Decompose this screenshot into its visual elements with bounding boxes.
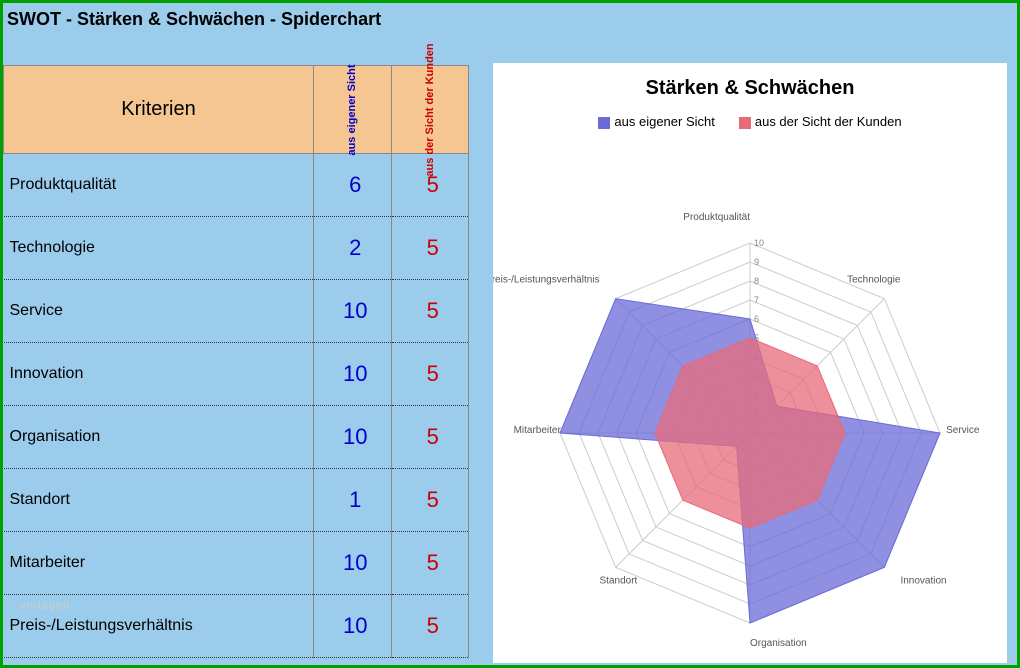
- row-cust-value: 5: [391, 406, 469, 469]
- radar-axis-label: Mitarbeiter: [514, 425, 562, 436]
- col-header-own: aus eigener Sicht: [314, 66, 392, 154]
- radar-ring-label: 9: [754, 257, 759, 267]
- table-row: Produktqualität65: [4, 154, 469, 217]
- content-row: Kriterien aus eigener Sicht aus der Sich…: [3, 39, 1017, 665]
- legend-swatch: [598, 117, 610, 129]
- row-label: Innovation: [4, 343, 314, 406]
- radar-axis-label: Produktqualität: [683, 212, 750, 223]
- radar-axis-label: Standort: [600, 575, 638, 586]
- row-label: Organisation: [4, 406, 314, 469]
- row-label: Produktqualität: [4, 154, 314, 217]
- chart-box: Stärken & Schwächen aus eigener Sichtaus…: [493, 63, 1007, 663]
- row-label: Technologie: [4, 217, 314, 280]
- legend-item: aus der Sicht der Kunden: [739, 114, 902, 129]
- row-cust-value: 5: [391, 280, 469, 343]
- watermark-text: vorlagen: [20, 600, 70, 612]
- table-row: Service105: [4, 280, 469, 343]
- table-row: Standort15: [4, 469, 469, 532]
- row-own-value: 10: [314, 406, 392, 469]
- row-cust-value: 5: [391, 595, 469, 658]
- row-own-value: 10: [314, 532, 392, 595]
- swot-table: Kriterien aus eigener Sicht aus der Sich…: [3, 65, 469, 658]
- col-header-cust-label: aus der Sicht der Kunden: [424, 43, 436, 176]
- row-label: Standort: [4, 469, 314, 532]
- radar-axis-label: Technologie: [847, 275, 901, 286]
- row-cust-value: 5: [391, 532, 469, 595]
- radar-ring-label: 8: [754, 276, 759, 286]
- row-cust-value: 5: [391, 343, 469, 406]
- legend-swatch: [739, 117, 751, 129]
- row-own-value: 10: [314, 343, 392, 406]
- radar-chart: 012345678910ProduktqualitätTechnologieSe…: [493, 143, 1007, 663]
- table-area: Kriterien aus eigener Sicht aus der Sich…: [3, 39, 469, 665]
- row-own-value: 1: [314, 469, 392, 532]
- table-row: Mitarbeiter105: [4, 532, 469, 595]
- row-cust-value: 5: [391, 469, 469, 532]
- radar-series: [655, 338, 845, 528]
- row-label: Service: [4, 280, 314, 343]
- legend-label: aus eigener Sicht: [614, 114, 714, 129]
- table-body: Produktqualität65Technologie25Service105…: [4, 154, 469, 658]
- col-header-kriterien: Kriterien: [4, 66, 314, 154]
- radar-axis-label: Preis-/Leistungsverhältnis: [493, 275, 600, 286]
- row-own-value: 2: [314, 217, 392, 280]
- table-row: Technologie25: [4, 217, 469, 280]
- radar-axis-label: Innovation: [900, 575, 946, 586]
- chart-area: Stärken & Schwächen aus eigener Sichtaus…: [469, 39, 1017, 665]
- radar-ring-label: 10: [754, 238, 764, 248]
- row-cust-value: 5: [391, 217, 469, 280]
- table-row: Preis-/Leistungsverhältnis105: [4, 595, 469, 658]
- table-row: Organisation105: [4, 406, 469, 469]
- radar-ring-label: 6: [754, 314, 759, 324]
- row-label: Mitarbeiter: [4, 532, 314, 595]
- page-title: SWOT - Stärken & Schwächen - Spiderchart: [3, 3, 1017, 39]
- legend-item: aus eigener Sicht: [598, 114, 714, 129]
- radar-axis-label: Organisation: [750, 638, 807, 649]
- chart-title: Stärken & Schwächen: [493, 63, 1007, 100]
- radar-ring-label: 7: [754, 295, 759, 305]
- row-own-value: 10: [314, 595, 392, 658]
- table-row: Innovation105: [4, 343, 469, 406]
- col-header-own-label: aus eigener Sicht: [346, 64, 358, 155]
- row-own-value: 10: [314, 280, 392, 343]
- chart-legend: aus eigener Sicht aus der Sicht der Kunde…: [493, 100, 1007, 129]
- col-header-cust: aus der Sicht der Kunden: [391, 66, 469, 154]
- radar-axis-label: Service: [946, 425, 980, 436]
- row-own-value: 6: [314, 154, 392, 217]
- legend-label: aus der Sicht der Kunden: [755, 114, 902, 129]
